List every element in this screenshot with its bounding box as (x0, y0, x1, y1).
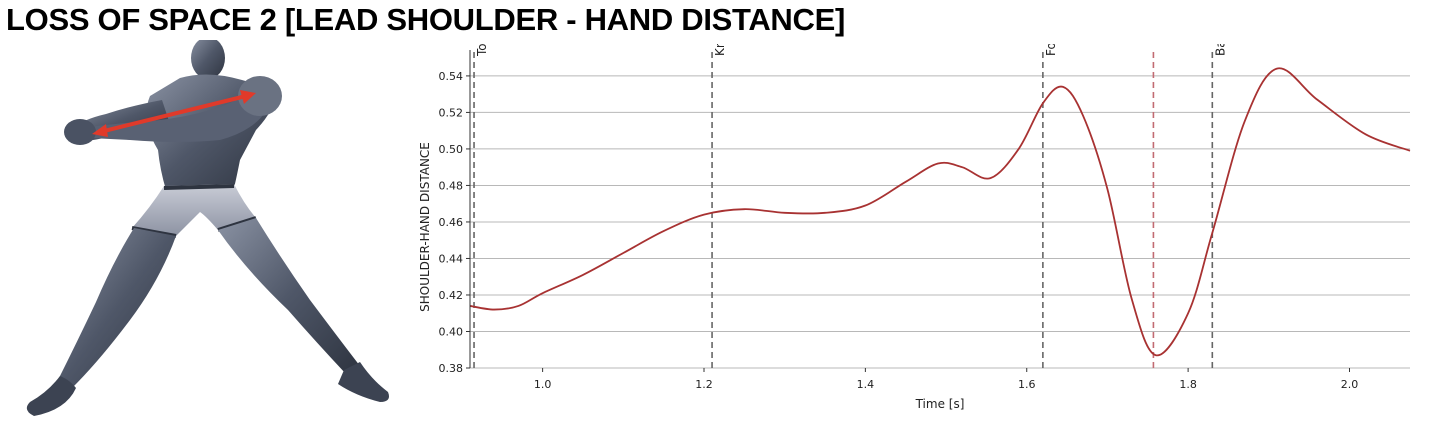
y-tick-label: 0.50 (439, 143, 464, 156)
shoulder-hand-arrow (92, 90, 256, 137)
figure-left-leg (58, 228, 176, 386)
event-layer: Toe Off Knee High Foot Contact Ball Impact (473, 0, 1227, 368)
event-label: Ball Impact (1213, 44, 1227, 56)
page-title: LOSS OF SPACE 2 [LEAD SHOULDER - HAND DI… (6, 2, 846, 37)
chart-svg: Toe OffKnee HighFoot ContactBall Impact … (418, 0, 1411, 411)
y-tick-label: 0.52 (439, 106, 464, 119)
figure-left-foot (26, 376, 76, 416)
y-tick-label: 0.40 (439, 325, 464, 338)
grid-layer (470, 75, 1410, 369)
x-tick-label: 1.8 (1179, 378, 1197, 391)
series-layer (469, 67, 1411, 357)
event-label: Foot Contact (1044, 44, 1058, 56)
human-figure-panel (20, 37, 400, 425)
y-tick-label: 0.44 (439, 252, 464, 265)
y-tick-label: 0.48 (439, 179, 464, 192)
series-line (469, 67, 1411, 357)
figure-shoulder (238, 76, 282, 116)
y-tick-label: 0.38 (439, 362, 464, 375)
figure-right-foot (338, 362, 389, 402)
y-tick-label: 0.54 (439, 70, 464, 83)
event-label: Knee High (713, 44, 727, 56)
x-tick-label: 1.2 (695, 378, 713, 391)
x-axis-label: Time [s] (915, 397, 965, 411)
y-axis-label: SHOULDER-HAND DISTANCE (418, 142, 432, 312)
x-tick-label: 1.6 (1018, 378, 1036, 391)
y-tick-label: 0.42 (439, 289, 464, 302)
axis-layer: 0.38 0.40 0.42 0.44 0.46 0.48 0.50 0.52 0.54 1.0 1… (439, 50, 1359, 391)
figure-shorts (132, 184, 256, 236)
x-tick-label: 1.0 (534, 378, 552, 391)
distance-chart: Toe OffKnee HighFoot ContactBall Impact … (415, 0, 1425, 424)
figure-right-leg (218, 218, 360, 374)
y-tick-label: 0.46 (439, 216, 464, 229)
x-tick-label: 2.0 (1341, 378, 1359, 391)
x-tick-label: 1.4 (857, 378, 875, 391)
event-label: Toe Off (475, 44, 489, 57)
figure-head (191, 37, 225, 79)
figure-hands (64, 119, 96, 145)
human-figure-icon (26, 37, 389, 416)
